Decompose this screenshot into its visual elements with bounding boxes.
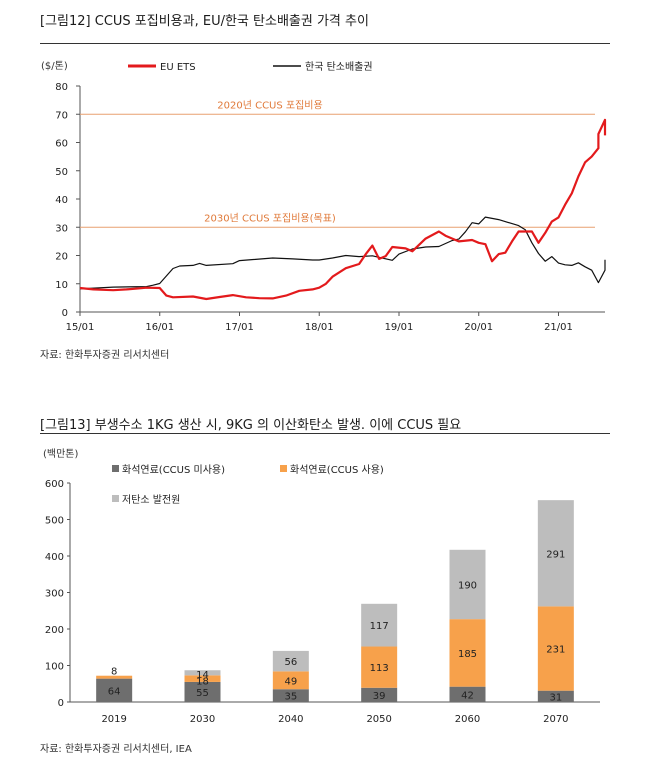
x-tick-label-2019: 2019 xyxy=(101,714,126,725)
x-tick-label-20-01: 20/01 xyxy=(464,322,493,333)
data-label-2030-series2: 18 xyxy=(196,677,209,688)
y-tick-label-300: 300 xyxy=(45,589,64,600)
y-tick-label-0: 0 xyxy=(58,698,64,709)
data-label-2070-series3: 291 xyxy=(546,549,565,560)
y-tick-label-30: 30 xyxy=(55,223,68,234)
x-tick-label-2070: 2070 xyxy=(543,714,568,725)
bar-2040-series3 xyxy=(272,650,309,672)
data-label-2040-series3: 56 xyxy=(284,657,297,668)
y-tick-label-600: 600 xyxy=(45,479,64,490)
x-tick-label-18-01: 18/01 xyxy=(305,322,334,333)
y-tick-label-10: 10 xyxy=(55,280,68,291)
bar-2040-series2 xyxy=(272,671,309,690)
y-tick-label-60: 60 xyxy=(55,139,68,150)
data-label-2070-series1: 31 xyxy=(549,692,562,703)
data-label-2050-series2: 113 xyxy=(370,663,389,674)
bar-2030-series1 xyxy=(184,681,221,702)
reference-label-2020: 2020년 CCUS 포집비용 xyxy=(217,99,322,111)
y-tick-label-80: 80 xyxy=(55,82,68,93)
legend-label-2: 화석연료(CCUS 사용) xyxy=(290,464,384,476)
bar-2050-series1 xyxy=(361,687,398,702)
y-tick-label-400: 400 xyxy=(45,552,64,563)
legend-label-1: 화석연료(CCUS 미사용) xyxy=(122,464,225,476)
data-label-2050-series3: 117 xyxy=(370,621,389,632)
legend-label-eu-ets: EU ETS xyxy=(160,62,196,73)
x-tick-label-2060: 2060 xyxy=(455,714,480,725)
legend-label-3: 저탄소 발전원 xyxy=(122,494,180,506)
data-label-2030-series3: 14 xyxy=(196,670,209,681)
bar-2050-series2 xyxy=(361,646,398,688)
data-label-2040-series2: 49 xyxy=(284,676,297,687)
bar-2060-series2 xyxy=(449,619,486,687)
y-tick-label-0: 0 xyxy=(62,308,68,319)
y-tick-label-40: 40 xyxy=(55,195,68,206)
series-line-korea xyxy=(79,216,606,290)
figure2-source: 자료: 한화투자증권 리서치센터, IEA xyxy=(40,744,192,755)
y-axis-unit: (백만톤) xyxy=(43,448,79,460)
y-tick-label-500: 500 xyxy=(45,516,64,527)
bar-2050-series3 xyxy=(361,603,398,647)
data-label-2030-series1: 55 xyxy=(196,688,209,699)
series-line-eu-ets xyxy=(79,118,607,301)
figure1-title-rule xyxy=(40,43,610,44)
x-tick-label-16-01: 16/01 xyxy=(145,322,174,333)
data-label-2019-series2: 8 xyxy=(111,667,117,678)
stacked-bar-chart-co2: (백만톤) 0 100 200 300 400 500 600 화석연료(CCUS 미사용) 화석… xyxy=(43,448,600,725)
figure2-title: [그림13] 부생수소 1KG 생산 시, 9KG 의 이산화탄소 발생. 이에… xyxy=(40,418,462,433)
x-tick-label-21-01: 21/01 xyxy=(544,322,573,333)
bar-2030-series2 xyxy=(184,675,221,682)
data-label-2070-series2: 231 xyxy=(546,645,565,656)
y-axis-unit: ($/톤) xyxy=(41,60,68,72)
data-label-2019-series1: 64 xyxy=(108,686,121,697)
x-tick-label-2050: 2050 xyxy=(366,714,391,725)
bar-2070-series3 xyxy=(537,500,574,607)
figure2-title-rule xyxy=(40,433,610,434)
bar-2030-series3 xyxy=(184,670,221,676)
x-tick-label-2040: 2040 xyxy=(278,714,303,725)
y-tick-label-100: 100 xyxy=(45,662,64,673)
bar-2060-series1 xyxy=(449,686,486,702)
x-tick-label-2030: 2030 xyxy=(190,714,215,725)
bar-2040-series1 xyxy=(272,689,309,702)
x-tick-label-15-01: 15/01 xyxy=(66,322,95,333)
legend-swatch-3 xyxy=(112,495,119,502)
data-label-2050-series1: 39 xyxy=(373,691,386,702)
y-tick-label-70: 70 xyxy=(55,110,68,121)
line-chart-carbon-prices: ($/톤) EU ETS 한국 탄소배출권 0 10 20 30 40 50 60 70 80 15/0… xyxy=(41,60,607,333)
bar-2060-series3 xyxy=(449,549,486,620)
y-tick-label-20: 20 xyxy=(55,252,68,263)
legend-swatch-2 xyxy=(280,465,287,472)
bar-2070-series1 xyxy=(537,690,574,702)
figure1-title: [그림12] CCUS 포집비용과, EU/한국 탄소배출권 가격 추이 xyxy=(40,14,369,29)
reference-label-2030: 2030년 CCUS 포집비용(목표) xyxy=(204,212,336,224)
y-tick-label-200: 200 xyxy=(45,625,64,636)
y-tick-label-50: 50 xyxy=(55,167,68,178)
data-label-2060-series3: 190 xyxy=(458,580,477,591)
bar-2070-series2 xyxy=(537,606,574,691)
data-label-2040-series1: 35 xyxy=(284,692,297,703)
data-label-2060-series1: 42 xyxy=(461,690,474,701)
data-label-2060-series2: 185 xyxy=(458,649,477,660)
bar-2019-series1 xyxy=(96,678,133,702)
x-tick-label-19-01: 19/01 xyxy=(385,322,414,333)
legend-label-korea: 한국 탄소배출권 xyxy=(305,61,373,73)
bar-2019-series2 xyxy=(96,675,133,679)
x-tick-label-17-01: 17/01 xyxy=(225,322,254,333)
legend-swatch-1 xyxy=(112,465,119,472)
figure1-source: 자료: 한화투자증권 리서치센터 xyxy=(40,350,170,361)
